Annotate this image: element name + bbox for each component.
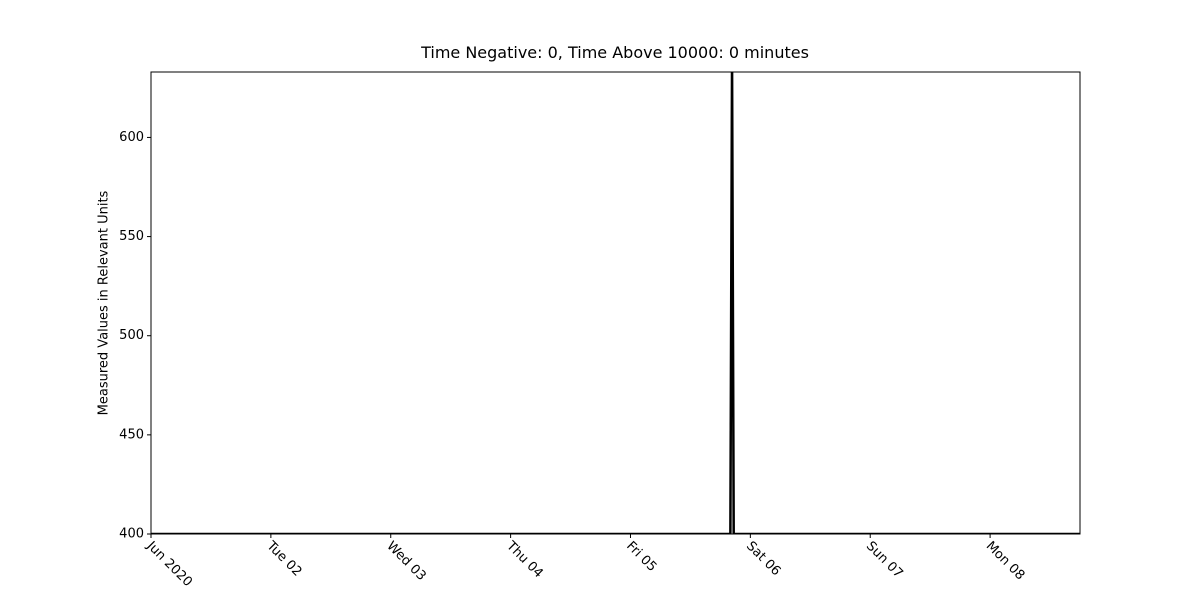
y-tick-label: 400 — [119, 527, 144, 542]
y-tick-label: 600 — [119, 130, 144, 145]
y-tick-label: 450 — [119, 427, 144, 442]
plot-frame — [150, 71, 1081, 535]
y-tick-label: 500 — [119, 328, 144, 343]
y-tick-label: 550 — [119, 229, 144, 244]
y-axis-label: Measured Values in Relevant Units — [97, 190, 112, 415]
chart-title: Time Negative: 0, Time Above 10000: 0 mi… — [420, 43, 809, 62]
